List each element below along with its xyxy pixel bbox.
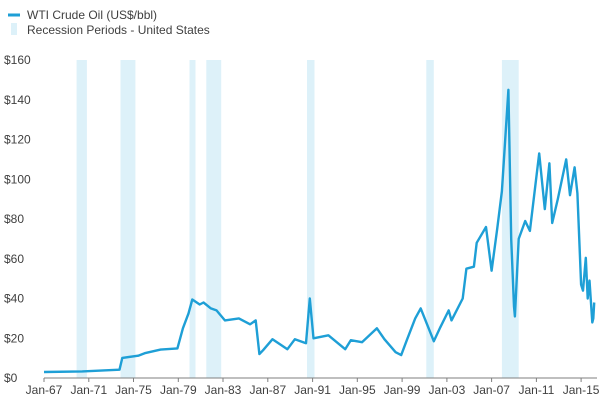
x-tick-label: Jan-79 xyxy=(160,383,197,397)
x-tick-label: Jan-95 xyxy=(339,383,376,397)
y-tick-label: $0 xyxy=(4,371,18,385)
y-axis-ticks: $0 $20 $40 $60 $80 $100 $120 $140 $160 xyxy=(4,53,31,385)
recession-band xyxy=(206,60,222,378)
recession-band xyxy=(120,60,136,378)
legend-band-label: Recession Periods - United States xyxy=(27,23,210,37)
y-tick-label: $20 xyxy=(4,331,24,345)
x-tick-label: Jan-83 xyxy=(205,383,242,397)
y-tick-label: $80 xyxy=(4,212,24,226)
recession-band xyxy=(307,60,315,378)
legend: WTI Crude Oil (US$/bbl) Recession Period… xyxy=(8,8,210,37)
y-tick-label: $160 xyxy=(4,53,31,67)
recession-band xyxy=(189,60,196,378)
x-tick-label: Jan-87 xyxy=(249,383,286,397)
x-tick-label: Jan-91 xyxy=(294,383,331,397)
x-tick-label: Jan-11 xyxy=(518,383,554,397)
x-tick-label: Jan-71 xyxy=(70,383,107,397)
x-tick-label: Jan-07 xyxy=(473,383,510,397)
wti-price-series-line xyxy=(43,88,596,374)
x-tick-label: Jan-75 xyxy=(115,383,152,397)
x-tick-label: Jan-67 xyxy=(26,383,63,397)
recession-band xyxy=(426,60,434,378)
recession-bands xyxy=(76,60,519,378)
y-tick-label: $40 xyxy=(4,292,24,306)
y-tick-label: $60 xyxy=(4,252,24,266)
x-axis-ticks: Jan-67 Jan-71 Jan-75 Jan-79 Jan-83 Jan-87 Jan-… xyxy=(26,378,600,397)
recession-band xyxy=(76,60,87,378)
y-tick-label: $100 xyxy=(4,172,31,186)
x-tick-label: Jan-99 xyxy=(384,383,421,397)
y-tick-label: $120 xyxy=(4,133,31,147)
y-tick-label: $140 xyxy=(4,93,31,107)
legend-line-label: WTI Crude Oil (US$/bbl) xyxy=(27,8,157,22)
legend-band-swatch xyxy=(11,23,17,35)
x-tick-label: Jan-15 xyxy=(563,383,600,397)
x-tick-label: Jan-03 xyxy=(429,383,466,397)
